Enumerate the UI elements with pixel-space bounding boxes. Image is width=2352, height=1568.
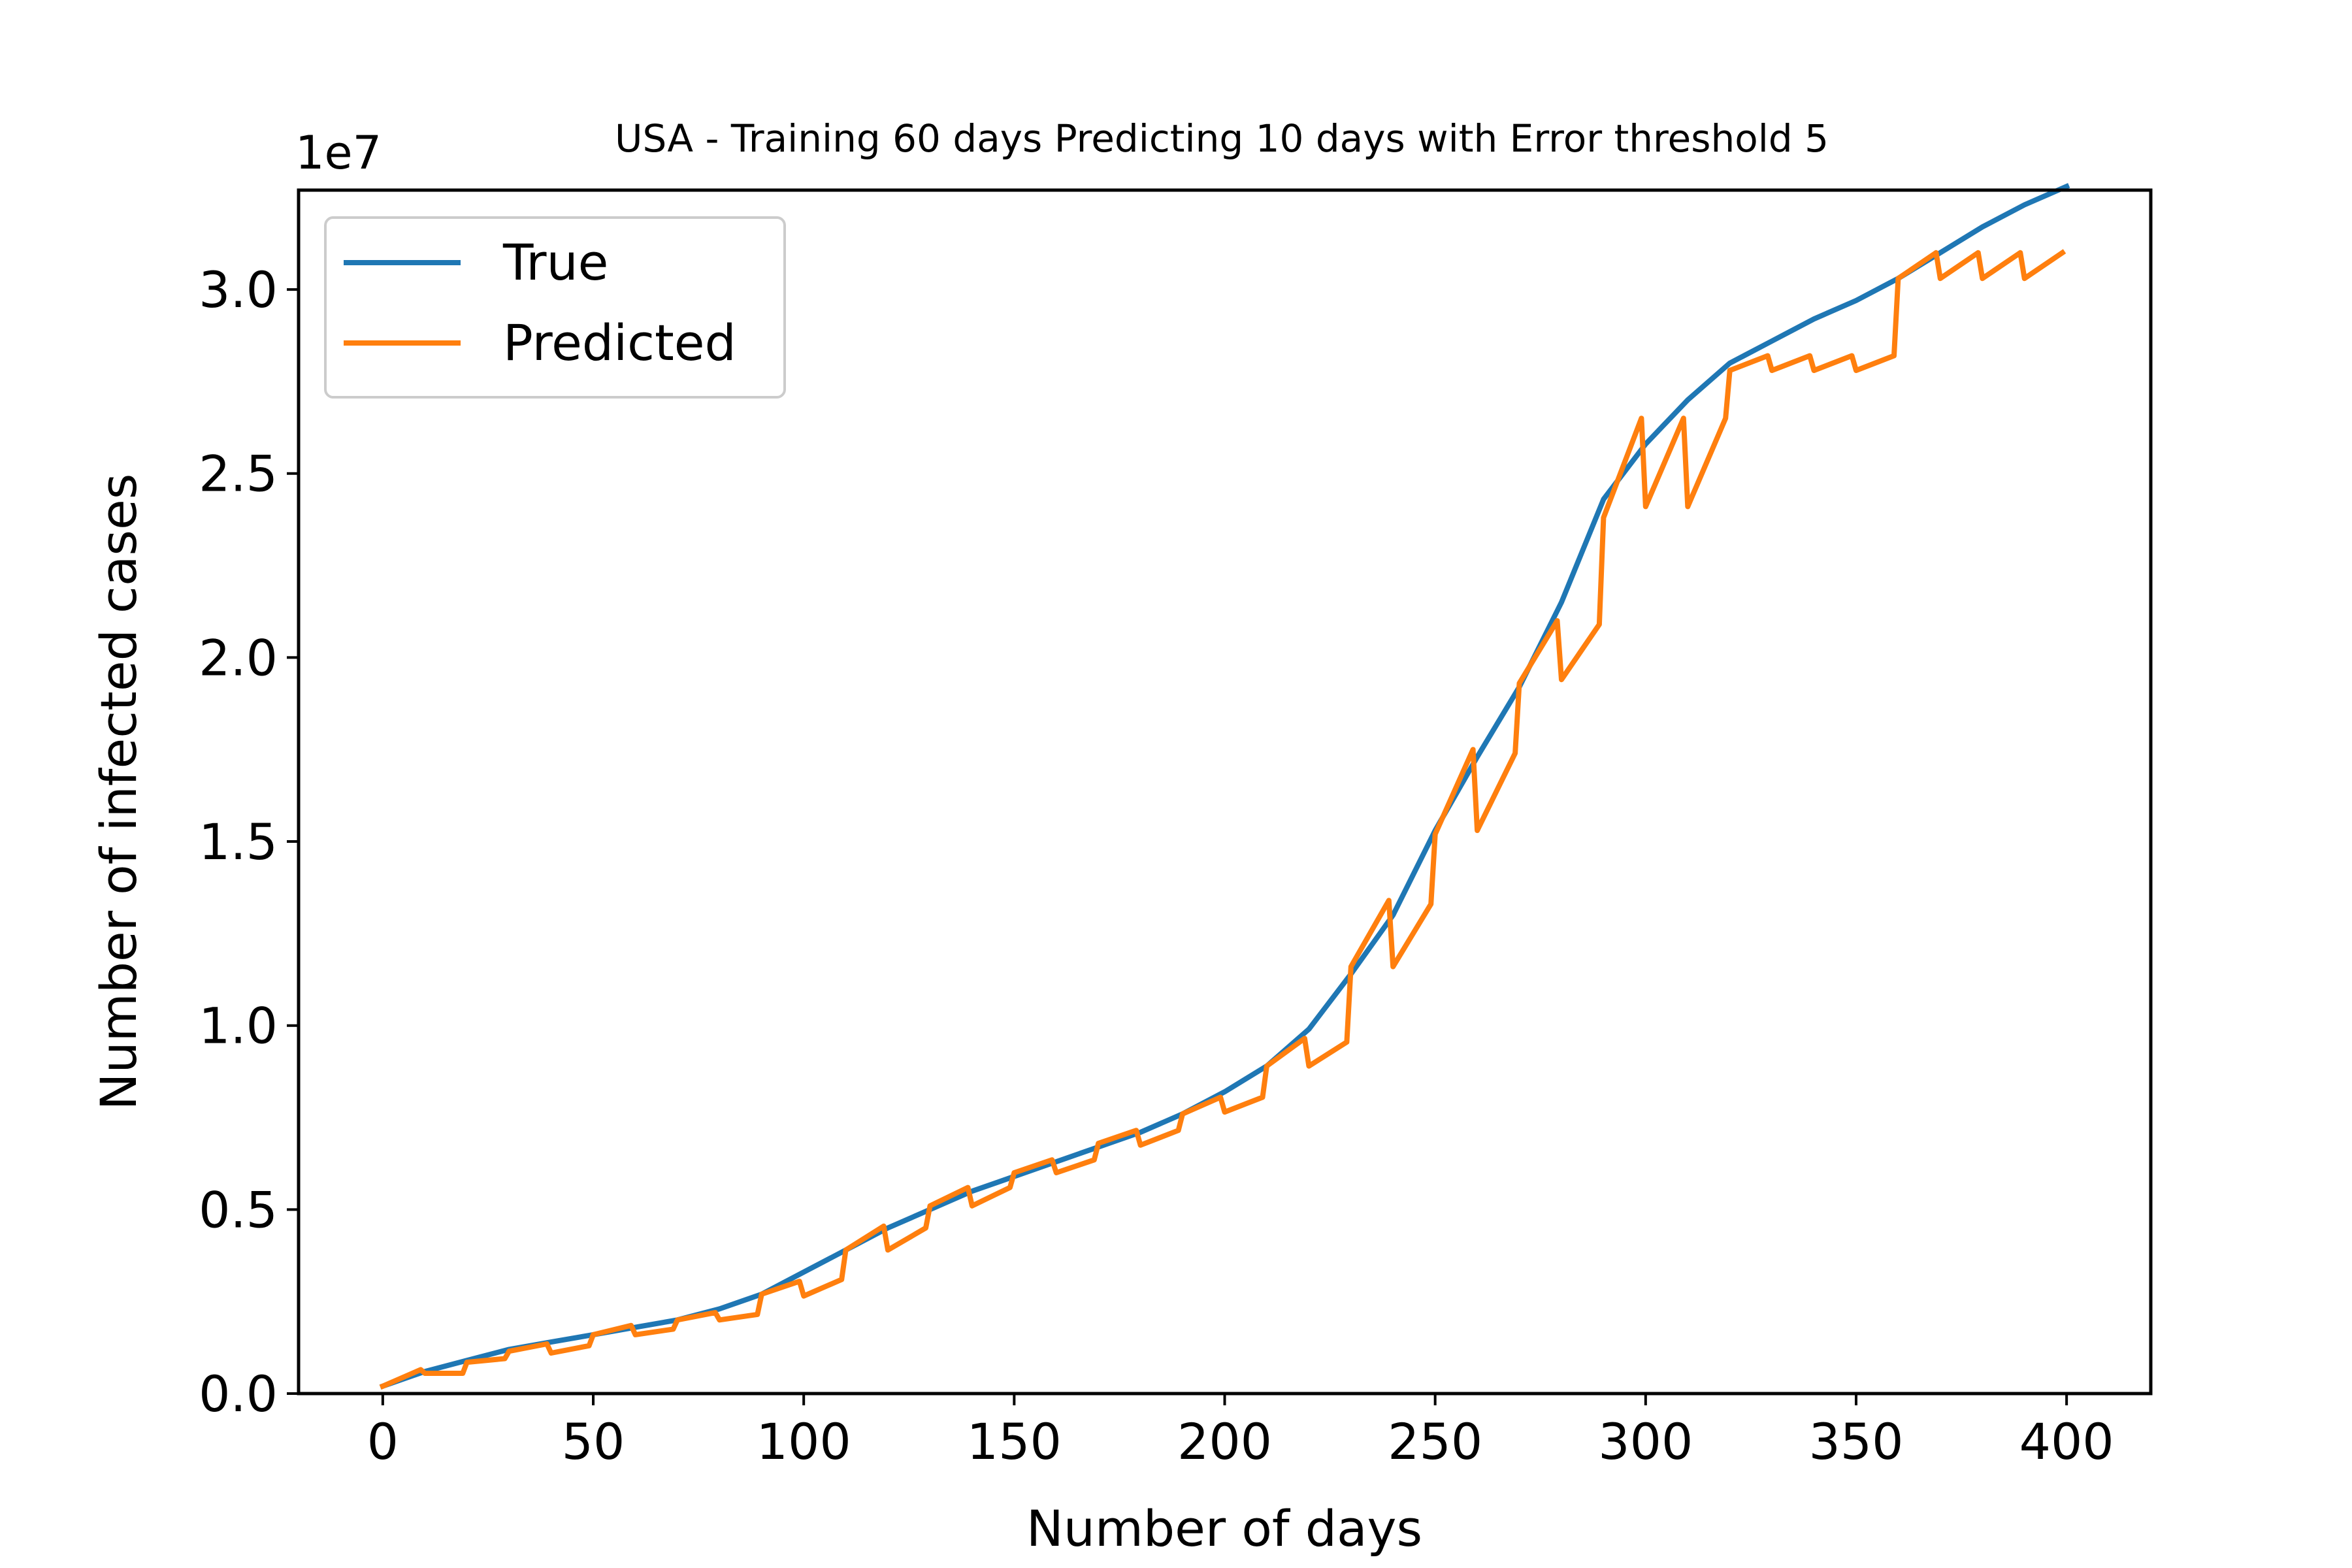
- y-axis-offset-label: 1e7: [295, 126, 382, 180]
- x-tick-label: 150: [967, 1413, 1062, 1471]
- x-tick-label: 350: [1808, 1413, 1903, 1471]
- x-tick-label: 400: [2019, 1413, 2114, 1471]
- x-axis-ticks: 0 50 100 150 200 250 300 350 400: [367, 1394, 2114, 1471]
- x-tick-label: 200: [1177, 1413, 1272, 1471]
- legend: True Predicted: [324, 216, 786, 399]
- x-tick-label: 50: [562, 1413, 625, 1471]
- x-tick-label: 300: [1598, 1413, 1693, 1471]
- y-tick-label: 2.5: [199, 445, 278, 503]
- y-tick-label: 1.5: [199, 813, 278, 871]
- x-axis-label: Number of days: [1026, 1499, 1422, 1558]
- x-tick-label: 250: [1388, 1413, 1482, 1471]
- y-tick-label: 2.0: [199, 629, 278, 687]
- series-line-true: [379, 183, 2070, 1390]
- y-tick-label: 0.5: [199, 1181, 278, 1239]
- series-line-predicted: [379, 249, 2066, 1390]
- legend-label-predicted: Predicted: [503, 314, 736, 372]
- y-tick-label: 1.0: [199, 997, 278, 1055]
- chart-title: USA - Training 60 days Predicting 10 day…: [615, 116, 1829, 161]
- plot-lines: [379, 183, 2070, 1390]
- y-axis-ticks: 0.0 0.5 1.0 1.5 2.0 2.5 3.0: [199, 261, 299, 1423]
- y-tick-label: 3.0: [199, 261, 278, 319]
- legend-label-true: True: [502, 233, 608, 291]
- x-tick-label: 100: [757, 1413, 851, 1471]
- y-axis-label: Number of infected cases: [90, 474, 148, 1111]
- x-tick-label: 0: [367, 1413, 399, 1471]
- y-tick-label: 0.0: [199, 1365, 278, 1423]
